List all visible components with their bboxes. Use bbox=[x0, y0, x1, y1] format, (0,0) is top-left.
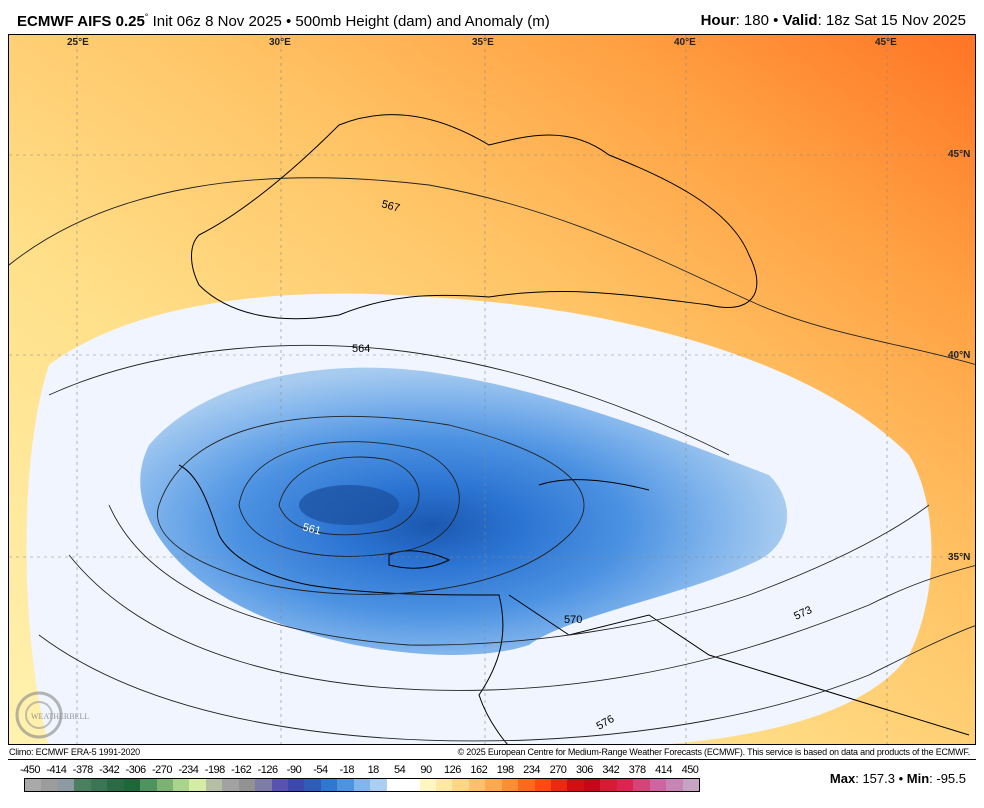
colorbar-label: 414 bbox=[655, 764, 673, 776]
climo-note: Climo: ECMWF ERA-5 1991-2020 bbox=[9, 747, 140, 757]
colorbar-label: 378 bbox=[628, 764, 646, 776]
colorbar-label: -234 bbox=[178, 764, 199, 776]
colorbar-label: 342 bbox=[602, 764, 620, 776]
colorbar-swatch bbox=[107, 779, 124, 791]
colorbar-swatch bbox=[41, 779, 58, 791]
map-svg: 567 564 561 570 573 576 25°E 30°E 35°E 4… bbox=[9, 35, 975, 744]
colorbar-label: 198 bbox=[496, 764, 514, 776]
lat-label-45n: 45°N bbox=[948, 149, 970, 160]
colorbar-swatch bbox=[255, 779, 272, 791]
coastlines bbox=[178, 114, 970, 744]
colorbar-label: -126 bbox=[257, 764, 279, 776]
colorbar-label: 270 bbox=[549, 764, 567, 776]
colorbar-label: -90 bbox=[286, 764, 302, 776]
colorbar-swatch bbox=[189, 779, 206, 791]
colorbar-swatch bbox=[172, 779, 190, 791]
colorbar-swatch bbox=[485, 779, 502, 791]
contour-label-561: 561 bbox=[301, 521, 322, 537]
colorbar-swatch bbox=[288, 779, 305, 791]
colorbar-swatch bbox=[370, 779, 387, 791]
colorbar-swatch bbox=[25, 779, 42, 791]
footer-divider bbox=[8, 759, 976, 760]
colorbar-label: 54 bbox=[393, 764, 406, 776]
colorbar-label: -162 bbox=[231, 764, 252, 776]
colorbar-swatch bbox=[353, 779, 371, 791]
init-description: Init 06z 8 Nov 2025 • 500mb Height (dam)… bbox=[148, 13, 550, 30]
colorbar-swatch bbox=[337, 779, 354, 791]
svg-text:WEATHERBELL: WEATHERBELL bbox=[31, 712, 89, 721]
colorbar-swatch bbox=[57, 779, 75, 791]
lat-label-35n: 35°N bbox=[948, 552, 970, 563]
colorbar-swatch bbox=[633, 779, 650, 791]
colorbar-swatch bbox=[551, 779, 568, 791]
chart-title: ECMWF AIFS 0.25° Init 06z 8 Nov 2025 • 5… bbox=[17, 12, 550, 30]
colorbar-swatch bbox=[90, 779, 108, 791]
colorbar-swatch bbox=[501, 779, 519, 791]
colorbar-swatch bbox=[386, 779, 404, 791]
colorbar-label: -54 bbox=[313, 764, 328, 776]
colorbar-label: -18 bbox=[339, 764, 355, 776]
colorbar-label: -450 bbox=[19, 764, 41, 776]
colorbar-swatch bbox=[156, 779, 173, 791]
colorbar-label: 90 bbox=[420, 764, 432, 776]
colorbar-label: -198 bbox=[204, 764, 226, 776]
colorbar-swatch bbox=[403, 779, 420, 791]
colorbar-label: 162 bbox=[470, 764, 488, 776]
colorbar-swatch bbox=[140, 779, 157, 791]
colorbar-swatch bbox=[74, 779, 91, 791]
max-min-readout: Max: 157.3 • Min: -95.5 bbox=[829, 771, 966, 786]
colorbar bbox=[24, 778, 700, 792]
copyright-note: © 2025 European Centre for Medium-Range … bbox=[457, 747, 971, 757]
colorbar-swatch bbox=[518, 779, 535, 791]
colorbar-label: 450 bbox=[681, 764, 699, 776]
lat-label-40n: 40°N bbox=[948, 350, 970, 361]
colorbar-swatch bbox=[320, 779, 338, 791]
graticule bbox=[9, 35, 975, 744]
colorbar-labels: -450 -414 -378 -342 -306 -270 -234 -198 -162 -126… bbox=[0, 764, 984, 778]
contour-label-570: 570 bbox=[564, 614, 582, 626]
colorbar-swatch bbox=[123, 779, 141, 791]
colorbar-swatch bbox=[435, 779, 453, 791]
colorbar-label: -306 bbox=[125, 764, 147, 776]
colorbar-swatch bbox=[567, 779, 584, 791]
colorbar-label: 306 bbox=[575, 764, 593, 776]
weatherbell-logo: WEATHERBELL bbox=[15, 691, 89, 739]
colorbar-swatch bbox=[583, 779, 601, 791]
colorbar-swatch bbox=[222, 779, 239, 791]
lon-label-25e: 25°E bbox=[67, 37, 89, 48]
colorbar-swatch bbox=[682, 779, 699, 791]
height-contours bbox=[9, 177, 975, 742]
anomaly-core bbox=[299, 485, 399, 525]
colorbar-swatch bbox=[616, 779, 634, 791]
colorbar-swatch bbox=[205, 779, 223, 791]
lon-label-40e: 40°E bbox=[674, 37, 696, 48]
colorbar-swatch bbox=[238, 779, 256, 791]
colorbar-swatch bbox=[600, 779, 617, 791]
colorbar-label: -378 bbox=[72, 764, 94, 776]
colorbar-label: 234 bbox=[523, 764, 541, 776]
colorbar-label: 18 bbox=[367, 764, 380, 776]
colorbar-label: -342 bbox=[99, 764, 120, 776]
lon-label-35e: 35°E bbox=[472, 37, 494, 48]
map-panel: 567 564 561 570 573 576 25°E 30°E 35°E 4… bbox=[8, 34, 976, 745]
model-name: ECMWF AIFS 0.25° bbox=[17, 12, 149, 30]
colorbar-label: 126 bbox=[443, 764, 461, 776]
contour-label-564: 564 bbox=[352, 343, 370, 355]
colorbar-swatch bbox=[534, 779, 551, 791]
colorbar-swatch bbox=[666, 779, 683, 791]
colorbar-swatch bbox=[304, 779, 321, 791]
colorbar-swatch bbox=[468, 779, 486, 791]
valid-time: Hour: 180 • Valid: 18z Sat 15 Nov 2025 bbox=[700, 12, 966, 29]
colorbar-label: -270 bbox=[151, 764, 173, 776]
lon-label-30e: 30°E bbox=[269, 37, 291, 48]
colorbar-swatch bbox=[649, 779, 667, 791]
lon-label-45e: 45°E bbox=[875, 37, 897, 48]
colorbar-swatch bbox=[419, 779, 436, 791]
colorbar-swatch bbox=[452, 779, 469, 791]
colorbar-label: -414 bbox=[46, 764, 67, 776]
contour-label-567: 567 bbox=[380, 198, 401, 214]
colorbar-swatch bbox=[271, 779, 288, 791]
